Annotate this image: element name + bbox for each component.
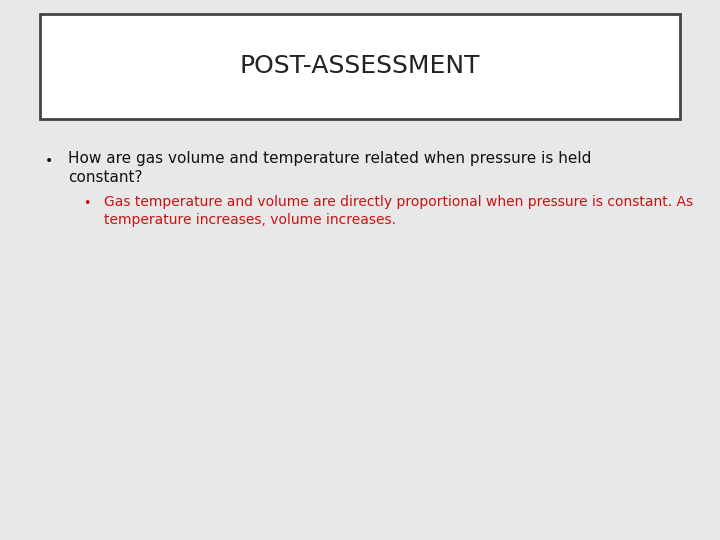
Text: temperature increases, volume increases.: temperature increases, volume increases. xyxy=(104,213,397,227)
FancyBboxPatch shape xyxy=(40,14,680,119)
Text: •: • xyxy=(83,197,90,210)
Text: Gas temperature and volume are directly proportional when pressure is constant. : Gas temperature and volume are directly … xyxy=(104,195,693,210)
Text: How are gas volume and temperature related when pressure is held: How are gas volume and temperature relat… xyxy=(68,151,592,166)
Text: POST-ASSESSMENT: POST-ASSESSMENT xyxy=(240,54,480,78)
Text: •: • xyxy=(45,154,53,168)
Text: constant?: constant? xyxy=(68,170,143,185)
